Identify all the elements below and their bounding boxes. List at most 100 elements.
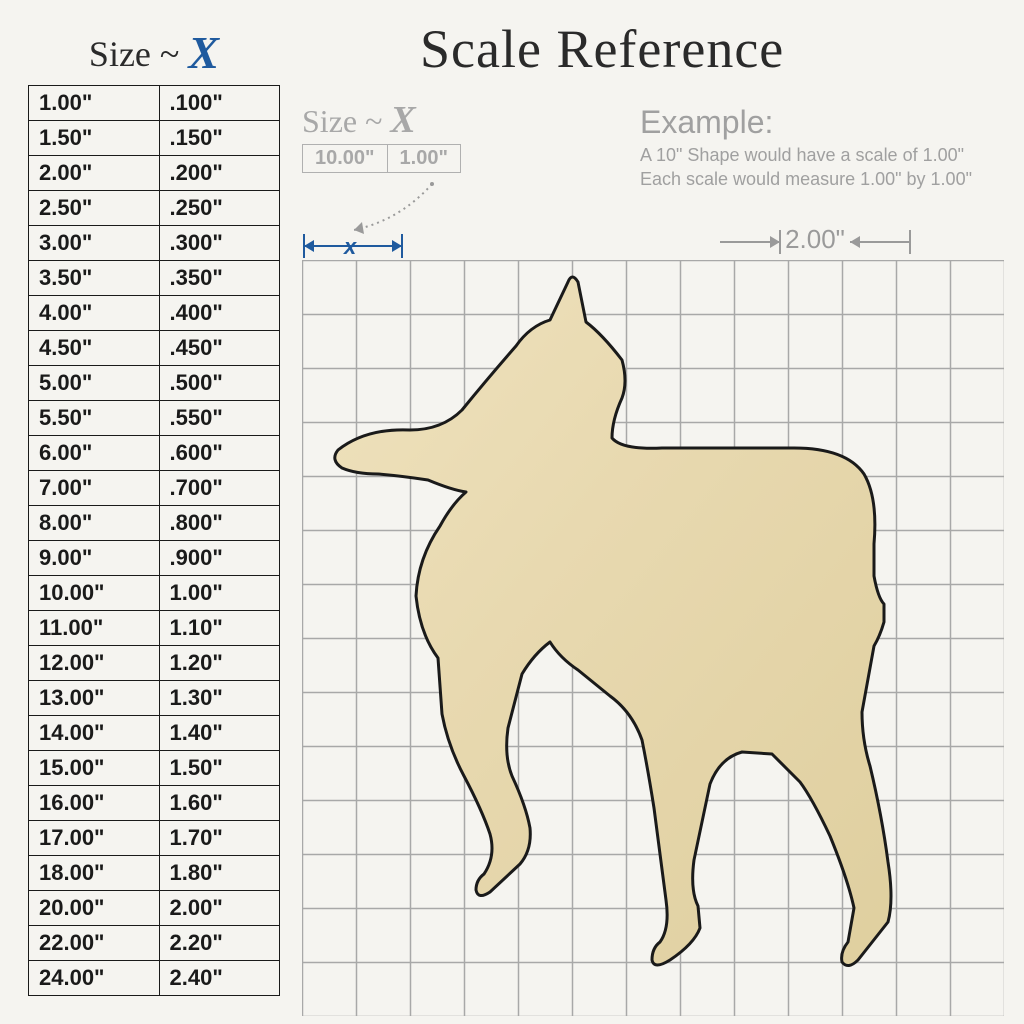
table-row: 5.50".550" bbox=[29, 401, 280, 436]
table-cell: 1.50" bbox=[29, 121, 160, 156]
size-conversion-table: 1.00".100"1.50".150"2.00".200"2.50".250"… bbox=[28, 85, 280, 996]
scale-width-marker: 2.00" bbox=[710, 212, 920, 263]
table-cell: .700" bbox=[159, 471, 279, 506]
table-row: 2.50".250" bbox=[29, 191, 280, 226]
example-line-1: A 10" Shape would have a scale of 1.00" bbox=[640, 143, 972, 167]
table-row: 8.00".800" bbox=[29, 506, 280, 541]
table-cell: 1.60" bbox=[159, 786, 279, 821]
reference-grid bbox=[302, 260, 1004, 998]
table-cell: 5.00" bbox=[29, 366, 160, 401]
page-title: Scale Reference bbox=[420, 18, 784, 80]
table-row: 18.00"1.80" bbox=[29, 856, 280, 891]
table-cell: 4.50" bbox=[29, 331, 160, 366]
table-row: 20.00"2.00" bbox=[29, 891, 280, 926]
mini-size-example: Size ~ X 10.00" 1.00" bbox=[302, 98, 461, 173]
table-cell: 3.00" bbox=[29, 226, 160, 261]
table-cell: 13.00" bbox=[29, 681, 160, 716]
table-cell: 8.00" bbox=[29, 506, 160, 541]
table-row: 1.50".150" bbox=[29, 121, 280, 156]
table-row: 2.00".200" bbox=[29, 156, 280, 191]
example-block: Example: A 10" Shape would have a scale … bbox=[640, 104, 972, 192]
table-cell: 22.00" bbox=[29, 926, 160, 961]
table-cell: 2.40" bbox=[159, 961, 279, 996]
mini-scale-value: 1.00" bbox=[387, 145, 460, 173]
table-cell: 1.50" bbox=[159, 751, 279, 786]
table-cell: 15.00" bbox=[29, 751, 160, 786]
mini-size-header: Size ~ X bbox=[302, 98, 461, 142]
table-cell: 9.00" bbox=[29, 541, 160, 576]
table-cell: .150" bbox=[159, 121, 279, 156]
table-cell: .550" bbox=[159, 401, 279, 436]
table-row: 11.00"1.10" bbox=[29, 611, 280, 646]
table-cell: 18.00" bbox=[29, 856, 160, 891]
table-cell: .300" bbox=[159, 226, 279, 261]
table-row: 15.00"1.50" bbox=[29, 751, 280, 786]
table-row: 24.00"2.40" bbox=[29, 961, 280, 996]
size-table: Size ~ X 1.00".100"1.50".150"2.00".200"2… bbox=[28, 26, 280, 996]
table-cell: 4.00" bbox=[29, 296, 160, 331]
table-cell: 1.40" bbox=[159, 716, 279, 751]
table-cell: .250" bbox=[159, 191, 279, 226]
table-cell: .100" bbox=[159, 86, 279, 121]
table-row: 3.50".350" bbox=[29, 261, 280, 296]
example-heading: Example: bbox=[640, 104, 972, 141]
table-cell: 1.70" bbox=[159, 821, 279, 856]
table-row: 7.00".700" bbox=[29, 471, 280, 506]
table-row: 3.00".300" bbox=[29, 226, 280, 261]
table-cell: 1.80" bbox=[159, 856, 279, 891]
example-line-2: Each scale would measure 1.00" by 1.00" bbox=[640, 167, 972, 191]
table-cell: 2.00" bbox=[29, 156, 160, 191]
table-cell: 17.00" bbox=[29, 821, 160, 856]
table-cell: 2.00" bbox=[159, 891, 279, 926]
table-cell: .450" bbox=[159, 331, 279, 366]
table-row: 9.00".900" bbox=[29, 541, 280, 576]
table-cell: 6.00" bbox=[29, 436, 160, 471]
table-cell: 7.00" bbox=[29, 471, 160, 506]
table-cell: 3.50" bbox=[29, 261, 160, 296]
mini-x-symbol: X bbox=[390, 99, 415, 141]
table-row: 16.00"1.60" bbox=[29, 786, 280, 821]
table-cell: .350" bbox=[159, 261, 279, 296]
table-cell: 5.50" bbox=[29, 401, 160, 436]
table-cell: 24.00" bbox=[29, 961, 160, 996]
table-row: 13.00"1.30" bbox=[29, 681, 280, 716]
table-cell: 16.00" bbox=[29, 786, 160, 821]
table-cell: .200" bbox=[159, 156, 279, 191]
mini-size-label: Size ~ bbox=[302, 103, 382, 139]
table-cell: 10.00" bbox=[29, 576, 160, 611]
table-cell: 20.00" bbox=[29, 891, 160, 926]
table-cell: .600" bbox=[159, 436, 279, 471]
deer-shape bbox=[302, 260, 1004, 1016]
table-row: 6.00".600" bbox=[29, 436, 280, 471]
table-cell: 14.00" bbox=[29, 716, 160, 751]
size-table-header: Size ~ X bbox=[28, 26, 280, 79]
size-label: Size ~ bbox=[89, 34, 179, 74]
table-cell: .800" bbox=[159, 506, 279, 541]
table-row: 10.00"1.00" bbox=[29, 576, 280, 611]
table-cell: .400" bbox=[159, 296, 279, 331]
table-cell: 12.00" bbox=[29, 646, 160, 681]
mini-size-value: 10.00" bbox=[303, 145, 388, 173]
x-symbol: X bbox=[188, 27, 219, 78]
table-row: 22.00"2.20" bbox=[29, 926, 280, 961]
table-row: 4.00".400" bbox=[29, 296, 280, 331]
table-cell: .500" bbox=[159, 366, 279, 401]
table-cell: 1.00" bbox=[159, 576, 279, 611]
table-row: 12.00"1.20" bbox=[29, 646, 280, 681]
table-cell: 2.20" bbox=[159, 926, 279, 961]
table-row: 17.00"1.70" bbox=[29, 821, 280, 856]
table-cell: 1.20" bbox=[159, 646, 279, 681]
table-row: 4.50".450" bbox=[29, 331, 280, 366]
table-cell: 11.00" bbox=[29, 611, 160, 646]
scale-marker-label: 2.00" bbox=[710, 224, 920, 255]
table-cell: .900" bbox=[159, 541, 279, 576]
table-cell: 2.50" bbox=[29, 191, 160, 226]
table-cell: 1.10" bbox=[159, 611, 279, 646]
table-cell: 1.00" bbox=[29, 86, 160, 121]
table-cell: 1.30" bbox=[159, 681, 279, 716]
table-row: 5.00".500" bbox=[29, 366, 280, 401]
table-row: 1.00".100" bbox=[29, 86, 280, 121]
table-row: 14.00"1.40" bbox=[29, 716, 280, 751]
mini-table: 10.00" 1.00" bbox=[302, 144, 461, 173]
x-marker-label: x bbox=[344, 234, 356, 260]
